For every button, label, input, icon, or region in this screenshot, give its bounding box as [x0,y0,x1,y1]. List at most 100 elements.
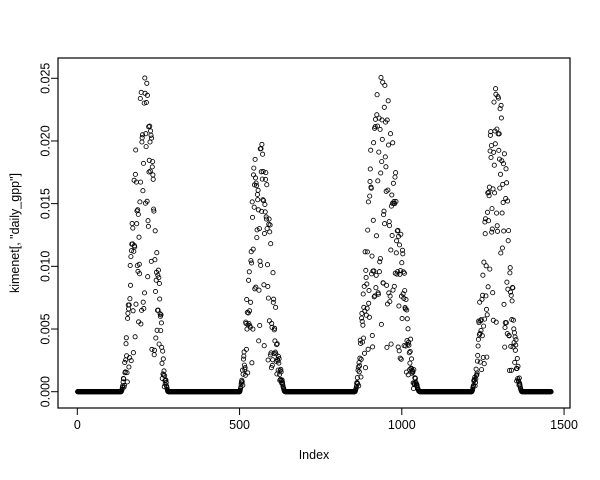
data-point [411,367,417,373]
data-point [403,296,409,303]
data-point [390,180,396,186]
data-point [156,341,162,347]
y-tick-label: 0.000 [38,376,52,407]
data-point [379,159,385,165]
data-point [146,157,152,163]
data-point [359,315,365,321]
x-tick-label: 1500 [550,418,578,432]
data-point [259,208,265,214]
data-point [154,250,160,256]
data-point [479,333,485,339]
data-point [514,355,520,362]
data-point [141,305,147,312]
data-point [494,126,500,132]
data-point [496,147,502,153]
data-point [382,154,388,160]
data-point [127,296,133,302]
data-point [366,300,372,306]
data-point [262,176,269,182]
data-point [374,92,380,98]
data-point [369,253,375,259]
data-point [249,260,255,266]
data-point [364,305,370,311]
data-point [498,115,504,121]
data-point [136,234,142,240]
data-point [241,353,247,359]
data-point [372,124,378,130]
data-point [399,260,405,266]
data-point [492,141,498,147]
data-point [159,360,165,366]
data-point [255,197,261,203]
data-point [246,277,252,283]
data-point [501,151,507,157]
data-point [358,356,364,362]
data-point [493,319,499,325]
data-point [131,248,137,254]
data-point [390,140,396,146]
data-point [504,180,510,186]
data-point [253,284,259,290]
data-point [259,176,265,182]
data-point [486,193,492,199]
data-point [151,208,157,214]
data-point [497,171,504,177]
data-point [396,348,402,354]
data-point [394,238,400,244]
data-point [510,285,516,291]
data-point [406,350,412,356]
data-point [250,246,256,252]
data-point [248,299,254,305]
data-point [151,347,158,353]
data-point [475,352,481,358]
data-point [513,337,519,343]
data-point [373,285,379,291]
data-point [269,362,275,368]
data-point [475,343,481,349]
data-point [155,272,161,278]
data-point [408,356,415,362]
data-point [501,228,507,234]
data-point [155,267,161,273]
data-point [268,241,274,247]
data-point [273,304,279,310]
data-point [270,270,276,276]
data-points [75,74,554,395]
data-point [377,259,383,265]
data-point [149,164,155,170]
data-point [367,178,373,185]
data-point [477,299,483,305]
data-point [502,344,508,350]
data-point [137,271,143,277]
data-point [496,131,502,137]
data-point [482,316,488,322]
data-point [129,220,135,227]
data-point [378,74,384,81]
data-point [163,377,169,383]
data-point [130,225,136,231]
data-point [148,132,154,138]
data-point [263,216,270,222]
data-point [485,284,491,290]
data-point [472,383,478,389]
data-point [396,303,402,309]
data-point [377,256,383,262]
data-point [379,117,385,123]
data-point [365,199,371,205]
data-point [478,317,484,323]
data-point [239,379,245,385]
data-point [140,299,146,305]
y-tick-label: 0.025 [38,63,52,94]
data-point [124,370,130,376]
data-point [139,132,146,138]
data-point [254,191,260,198]
data-point [384,117,390,123]
data-point [279,380,285,386]
data-point [135,207,141,213]
data-point [256,226,262,232]
data-point [377,126,383,132]
y-tick-label: 0.010 [38,251,52,282]
data-point [160,356,166,362]
data-point [360,291,366,297]
